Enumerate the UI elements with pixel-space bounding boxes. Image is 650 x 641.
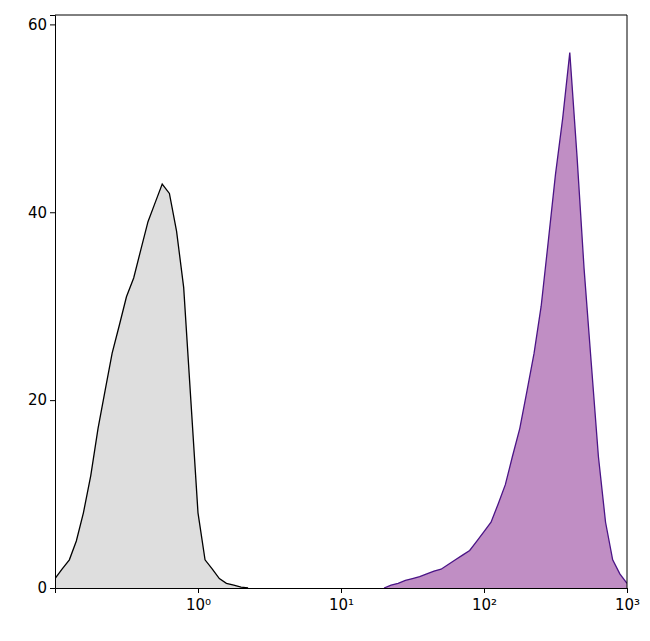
x-tick: 10¹	[329, 588, 354, 614]
series-area	[384, 53, 627, 588]
x-tick-mark	[484, 588, 485, 593]
x-tick-mark	[198, 588, 199, 593]
chart: 10⁰ 10¹ 10² 10³ 0 20 40 60	[0, 0, 650, 641]
x-tick-mark	[627, 588, 628, 593]
series-group	[55, 53, 627, 588]
y-tick-label: 40	[28, 204, 47, 222]
x-tick-label: 10¹	[329, 596, 354, 614]
series-line	[55, 184, 248, 588]
y-tick-mark	[50, 24, 55, 25]
series-area	[55, 184, 248, 588]
x-tick: 10²	[472, 588, 497, 614]
y-tick: 40	[28, 204, 55, 222]
y-tick-label: 0	[37, 579, 47, 597]
frame-right	[627, 15, 628, 588]
series-line	[384, 53, 627, 588]
y-tick-mark	[50, 588, 55, 589]
x-tick-label: 10²	[472, 596, 497, 614]
y-tick-label: 60	[28, 16, 47, 34]
y-tick: 0	[37, 579, 55, 597]
y-tick: 20	[28, 391, 55, 409]
x-tick-label: 10³	[615, 596, 640, 614]
y-tick-mark	[50, 400, 55, 401]
y-tick: 60	[28, 16, 55, 34]
plot: 10⁰ 10¹ 10² 10³ 0 20 40 60	[28, 15, 640, 614]
x-axis-line	[56, 589, 628, 594]
y-tick-label: 20	[28, 391, 47, 409]
x-tick: 10³	[615, 588, 640, 614]
y-tick-mark	[50, 212, 55, 213]
y-axis: 0 20 40 60	[28, 16, 56, 598]
x-tick: 10⁰	[186, 588, 211, 614]
x-tick-label: 10⁰	[186, 596, 211, 614]
y-axis-line	[50, 16, 56, 589]
x-axis: 10⁰ 10¹ 10² 10³	[56, 588, 641, 614]
x-tick-mark	[341, 588, 342, 593]
frame-top	[55, 15, 627, 16]
